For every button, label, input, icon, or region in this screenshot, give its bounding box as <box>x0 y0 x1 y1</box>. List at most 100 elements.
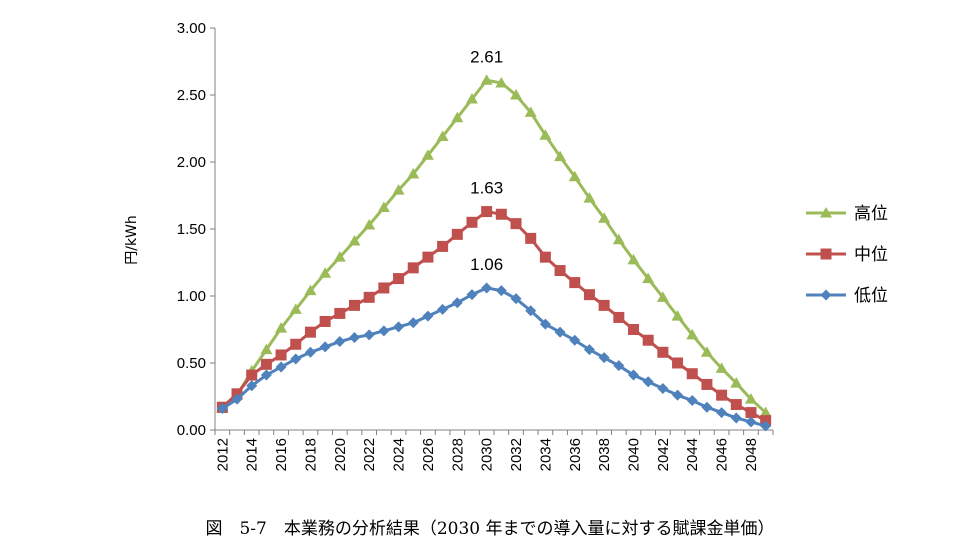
x-tick-label: 2018 <box>302 438 319 471</box>
series-2 <box>216 282 772 432</box>
data-point <box>613 360 625 372</box>
data-point <box>246 380 258 392</box>
legend-label: 中位 <box>854 245 888 265</box>
y-tick-label: 3.00 <box>177 20 206 37</box>
data-point <box>657 346 669 358</box>
legend-entry: 高位 <box>806 204 888 224</box>
x-tick-label: 2042 <box>655 438 672 471</box>
data-point <box>363 329 375 341</box>
series-line <box>221 286 767 428</box>
y-tick-label: 1.50 <box>177 221 206 238</box>
data-point <box>716 407 728 419</box>
data-point <box>260 358 272 370</box>
data-point <box>304 284 317 296</box>
axes: 0.00 0.50 1.00 1.50 2.00 2.50 3.00 2012 2014 2016… <box>124 20 774 471</box>
data-point <box>495 285 507 297</box>
series-layer <box>216 74 772 432</box>
x-tick-label: 2044 <box>684 438 701 471</box>
data-point <box>451 297 463 309</box>
data-point <box>378 325 390 337</box>
data-point <box>745 407 757 419</box>
x-tick-label: 2032 <box>508 438 525 471</box>
data-point <box>334 336 346 348</box>
data-point <box>583 344 595 356</box>
x-tick-label: 2036 <box>567 438 584 471</box>
data-point <box>672 357 684 369</box>
data-point <box>716 389 728 401</box>
data-point <box>642 272 655 284</box>
data-point <box>700 346 713 357</box>
data-point <box>407 168 420 179</box>
data-point <box>730 399 742 411</box>
legend-marker <box>820 289 832 301</box>
data-point <box>290 338 302 350</box>
data-point <box>319 315 331 327</box>
data-point <box>686 395 698 407</box>
y-axis-label: 円/kWh <box>124 215 140 265</box>
data-point <box>466 216 478 228</box>
data-point <box>730 412 742 424</box>
data-point <box>568 170 581 182</box>
x-tick-label: 2046 <box>714 438 731 471</box>
data-point <box>539 318 551 330</box>
x-tick-label: 2016 <box>273 438 290 471</box>
data-point <box>554 326 566 338</box>
data-point <box>510 293 522 305</box>
data-point <box>465 93 478 104</box>
data-point <box>671 310 684 321</box>
data-point <box>393 321 405 333</box>
data-point <box>539 129 552 140</box>
data-point <box>436 130 449 142</box>
data-point <box>569 277 581 289</box>
data-point <box>260 343 273 355</box>
data-point <box>334 307 346 319</box>
series-1 <box>216 206 772 427</box>
data-point <box>304 346 316 358</box>
data-point <box>524 106 537 117</box>
x-tick-label: 2028 <box>449 438 466 471</box>
y-tick-label: 1.00 <box>177 288 206 305</box>
data-point <box>730 377 743 388</box>
y-tick-label: 0.50 <box>177 355 206 372</box>
data-point <box>407 262 419 274</box>
series-line <box>221 78 767 414</box>
data-point <box>598 352 610 364</box>
data-point <box>451 228 463 240</box>
data-point <box>422 251 434 263</box>
data-point <box>554 150 567 162</box>
data-point <box>393 273 405 285</box>
data-labels: 2.61 1.63 1.06 <box>470 47 503 274</box>
data-point <box>275 361 287 373</box>
data-point <box>760 420 772 432</box>
x-tick-label: 2022 <box>361 438 378 471</box>
legend-label: 高位 <box>854 204 888 224</box>
data-point <box>598 299 610 311</box>
data-point <box>510 218 522 230</box>
y-tick-label: 0.00 <box>177 422 206 439</box>
data-point <box>495 208 507 220</box>
data-point <box>377 201 390 213</box>
data-point <box>481 282 493 294</box>
series-line <box>221 210 767 422</box>
data-point <box>363 291 375 303</box>
data-point <box>231 393 243 405</box>
data-point <box>583 192 596 203</box>
data-point <box>554 265 566 277</box>
data-point <box>378 282 390 294</box>
data-point <box>407 317 419 329</box>
data-point <box>333 251 346 262</box>
data-point <box>246 369 258 381</box>
data-point <box>421 149 434 160</box>
x-tick-label: 2038 <box>596 438 613 471</box>
data-point <box>598 212 611 223</box>
x-tick-label: 2026 <box>420 438 437 471</box>
x-tick-label: 2012 <box>214 438 231 471</box>
data-point <box>657 382 669 394</box>
x-tick-label: 2040 <box>626 438 643 471</box>
data-point <box>510 89 523 100</box>
data-point <box>686 368 698 380</box>
data-point <box>569 334 581 346</box>
data-point <box>744 393 757 404</box>
